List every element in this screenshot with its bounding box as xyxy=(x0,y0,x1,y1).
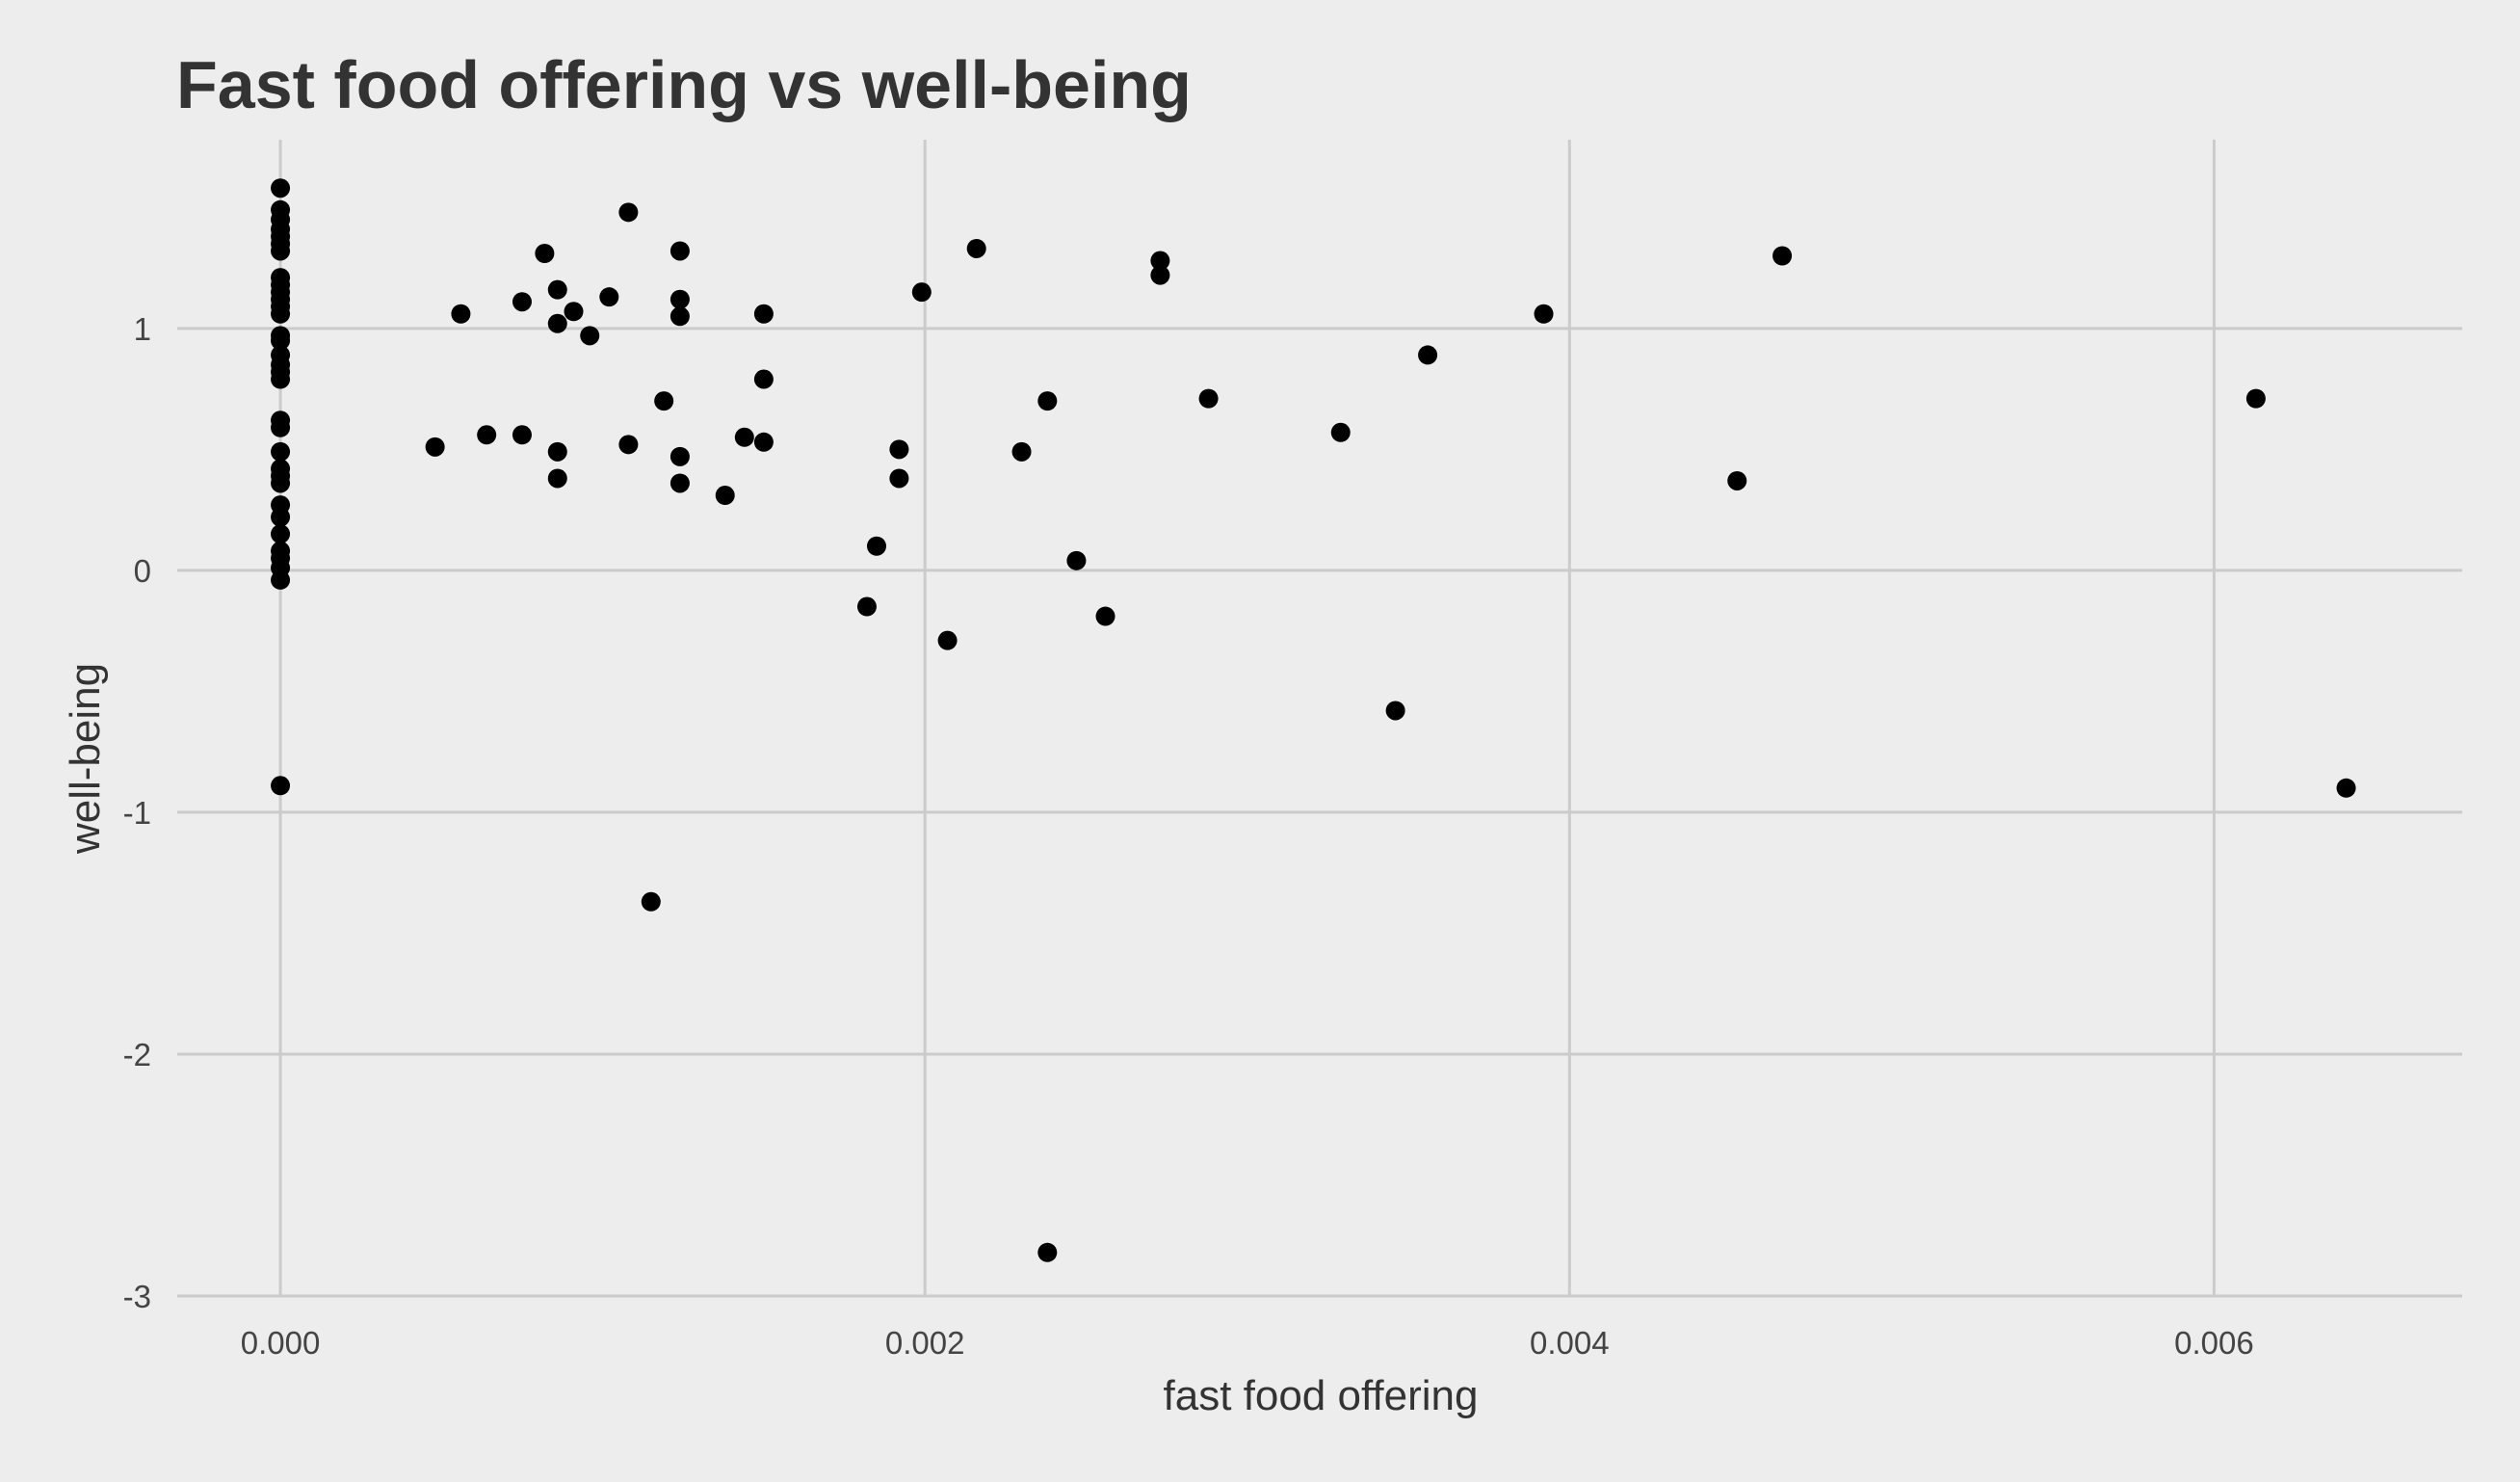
data-point xyxy=(1066,550,1087,570)
data-point xyxy=(1418,345,1438,365)
data-point xyxy=(271,507,291,527)
data-point xyxy=(753,304,774,324)
data-point xyxy=(866,536,886,556)
data-point xyxy=(547,441,567,462)
data-point xyxy=(1095,606,1116,626)
data-point xyxy=(1385,701,1405,721)
data-point xyxy=(734,427,754,447)
x-axis-title: fast food offering xyxy=(1164,1372,1479,1419)
data-point xyxy=(564,302,584,322)
data-point xyxy=(889,439,909,460)
data-point xyxy=(669,289,690,309)
data-point xyxy=(1150,265,1170,285)
data-point xyxy=(271,304,291,324)
data-point xyxy=(856,596,877,617)
data-point xyxy=(911,282,932,303)
data-point xyxy=(512,425,532,445)
data-point xyxy=(271,473,291,493)
data-point xyxy=(1198,388,1219,409)
data-point xyxy=(1011,441,1032,462)
data-point xyxy=(2245,388,2266,409)
data-point xyxy=(451,304,471,324)
data-point xyxy=(715,486,735,506)
y-tick-label: -3 xyxy=(123,1279,151,1314)
x-tick-label: 0.002 xyxy=(885,1325,965,1361)
data-point xyxy=(1330,422,1351,442)
data-point xyxy=(580,326,600,346)
data-point xyxy=(618,202,639,223)
data-point xyxy=(425,437,445,457)
x-tick-label: 0.000 xyxy=(241,1325,321,1361)
tick-labels: -3 -2 -1 0 1 0.000 0.002 0.004 0.006 xyxy=(123,311,2254,1361)
chart-title: Fast food offering vs well-being xyxy=(176,47,1192,122)
data-point xyxy=(669,241,690,261)
data-point xyxy=(753,369,774,389)
data-point xyxy=(1534,304,1554,324)
data-point xyxy=(271,776,291,796)
data-point xyxy=(1150,251,1170,271)
data-points xyxy=(271,178,2356,1262)
data-point xyxy=(2336,778,2356,798)
y-tick-label: 1 xyxy=(134,311,151,347)
data-point xyxy=(1037,1242,1058,1262)
data-point xyxy=(271,369,291,389)
data-point xyxy=(547,313,567,333)
y-tick-label: -1 xyxy=(123,795,151,831)
data-point xyxy=(641,891,661,912)
data-point xyxy=(271,569,291,590)
data-point xyxy=(271,178,291,198)
data-point xyxy=(1772,246,1793,266)
data-point xyxy=(669,473,690,493)
data-point xyxy=(547,279,567,300)
data-point xyxy=(753,432,774,452)
data-point xyxy=(271,241,291,261)
data-point xyxy=(271,331,291,351)
data-point xyxy=(966,238,986,258)
y-tick-label: 0 xyxy=(134,553,151,589)
x-tick-label: 0.004 xyxy=(1530,1325,1610,1361)
y-axis-title: well-being xyxy=(62,663,109,855)
y-tick-label: -2 xyxy=(123,1037,151,1072)
data-point xyxy=(937,630,958,650)
data-point xyxy=(547,468,567,489)
data-point xyxy=(1727,470,1747,490)
data-point xyxy=(1037,391,1058,411)
data-point xyxy=(669,306,690,327)
data-point xyxy=(599,287,619,307)
data-point xyxy=(669,446,690,466)
data-point xyxy=(477,425,497,445)
data-point xyxy=(512,292,532,312)
data-point xyxy=(889,468,909,489)
data-point xyxy=(271,524,291,544)
data-point xyxy=(654,391,674,411)
data-point xyxy=(271,417,291,437)
x-tick-label: 0.006 xyxy=(2174,1325,2254,1361)
data-point xyxy=(618,435,639,455)
data-point xyxy=(535,243,555,263)
data-point xyxy=(271,441,291,462)
grid xyxy=(177,140,2462,1298)
